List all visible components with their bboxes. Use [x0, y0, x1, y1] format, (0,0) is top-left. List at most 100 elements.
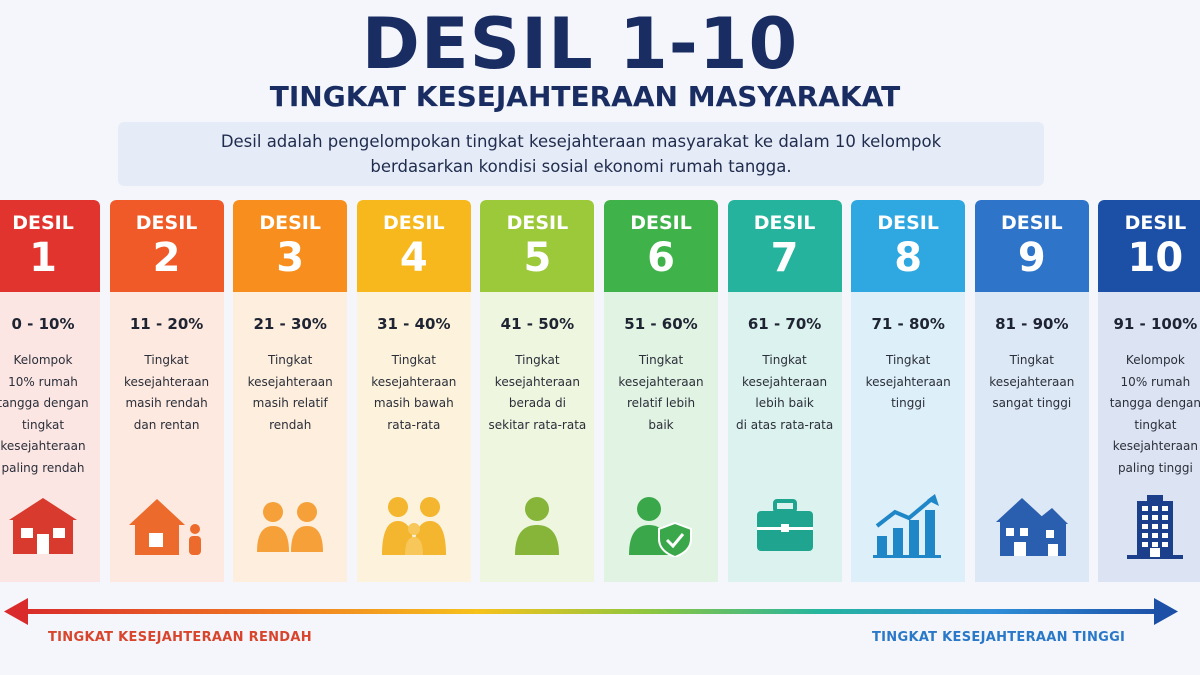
family-icon [357, 490, 471, 562]
decile-header: DESIL 10 [1098, 200, 1200, 292]
decile-description-line: kesejahteraan [247, 374, 333, 389]
decile-number: 3 [276, 235, 305, 281]
decile-range: 51 - 60% [624, 315, 698, 333]
decile-description-line: Tingkat [515, 353, 560, 367]
decile-description-line: tangga dengan [1109, 396, 1200, 410]
decile-description-line: tangga dengan [0, 396, 89, 410]
decile-number: 9 [1017, 235, 1046, 281]
scale-line [22, 609, 1162, 614]
decile-header: DESIL 3 [233, 200, 348, 292]
decile-card-5: DESIL 5 41 - 50% Tingkat kesejahteraan berada… [480, 200, 595, 582]
two-people-icon [233, 490, 347, 562]
decile-range: 11 - 20% [129, 315, 204, 333]
decile-description-line: sekitar rata-rata [488, 417, 587, 432]
decile-description-line: kesejahteraan [865, 374, 951, 389]
decile-description-line: tinggi [891, 396, 926, 410]
decile-description-line: rata-rata [387, 417, 441, 432]
decile-label: DESIL [259, 212, 321, 234]
decile-description-line: masih rendah [125, 396, 208, 410]
decile-range: 31 - 40% [377, 315, 451, 333]
decile-description-line: sangat tinggi [992, 396, 1072, 410]
decile-number: 10 [1127, 235, 1184, 281]
decile-label: DESIL [12, 212, 74, 234]
decile-header: DESIL 4 [356, 200, 471, 292]
decile-header: DESIL 1 [0, 200, 100, 292]
decile-description-line: 10% rumah [8, 374, 78, 389]
decile-description-line: rendah [269, 417, 312, 432]
decile-description-line: tingkat [1134, 417, 1177, 432]
page-subtitle: TINGKAT KESEJAHTERAAN MASYARAKAT [269, 80, 901, 113]
building-icon [1098, 490, 1200, 562]
decile-description-line: lebih baik [755, 396, 814, 410]
decile-description-line: tingkat [21, 417, 65, 432]
decile-description-line: kesejahteraan [0, 439, 86, 453]
arrow-left-head [4, 598, 28, 625]
decile-description-line: paling rendah [1, 460, 85, 475]
decile-number: 2 [152, 235, 181, 281]
decile-description-line: berada di [508, 396, 566, 410]
page-title: DESIL 1-10 [361, 3, 799, 85]
description-line-2: berdasarkan kondisi sosial ekonomi rumah… [370, 157, 792, 176]
decile-range: 81 - 90% [995, 315, 1069, 333]
briefcase-icon [728, 490, 842, 562]
decile-card-10: DESIL 10 91 - 100% Kelompok 10% rumah tangga … [1098, 200, 1200, 582]
decile-description-line: Tingkat [886, 353, 931, 367]
decile-description-line: Tingkat [268, 353, 313, 367]
description-line-1: Desil adalah pengelompokan tingkat kesej… [220, 132, 942, 151]
decile-range: 71 - 80% [871, 315, 945, 333]
decile-number: 4 [399, 235, 428, 281]
house-person-icon [110, 490, 224, 562]
decile-description: Tingkat kesejahteraan lebih baik di atas ra… [728, 334, 842, 436]
decile-description: Tingkat kesejahteraan masih rendah dan rent… [110, 334, 224, 436]
growth-chart-icon [851, 490, 965, 562]
decile-description-line: di atas rata-rata [735, 417, 834, 432]
decile-header: DESIL 6 [604, 200, 718, 292]
decile-label: DESIL [135, 212, 198, 234]
decile-description-line: Tingkat [638, 353, 684, 367]
decile-description-line: Tingkat [391, 353, 436, 367]
decile-range: 41 - 50% [500, 315, 575, 333]
decile-label: DESIL [753, 212, 816, 234]
decile-description: Tingkat kesejahteraan tinggi [851, 334, 965, 415]
decile-label: DESIL [1000, 212, 1063, 234]
decile-number: 1 [29, 235, 57, 281]
decile-description: Kelompok 10% rumah tangga dengan tingkat kes… [1098, 334, 1200, 479]
decile-description-line: paling tinggi [1117, 460, 1193, 475]
decile-number: 8 [894, 235, 923, 281]
decile-card-7: DESIL 7 61 - 70% Tingkat kesejahteraan lebih … [727, 200, 842, 582]
decile-label: DESIL [877, 212, 939, 234]
decile-description: Kelompok 10% rumah tangga dengan tingkat kes… [0, 334, 100, 479]
decile-description-line: Kelompok [13, 353, 73, 367]
decile-card-4: DESIL 4 31 - 40% Tingkat kesejahteraan masih … [356, 200, 471, 582]
decile-header: DESIL 5 [480, 200, 595, 292]
house-icon [0, 490, 100, 562]
welfare-scale-arrow [4, 598, 1178, 625]
decile-description-line: baik [648, 417, 674, 432]
decile-description-line: kesejahteraan [618, 374, 704, 389]
decile-description-line: 10% rumah [1120, 374, 1191, 389]
decile-description-line: kesejahteraan [371, 374, 457, 389]
decile-description-line: dan rentan [133, 417, 200, 432]
low-welfare-label: TINGKAT KESEJAHTERAAN RENDAH [48, 630, 312, 645]
decile-number: 7 [770, 235, 799, 281]
high-welfare-label: TINGKAT KESEJAHTERAAN TINGGI [872, 630, 1126, 645]
decile-label: DESIL [506, 212, 569, 234]
decile-description-line: Tingkat [144, 353, 189, 367]
decile-label: DESIL [630, 212, 692, 234]
decile-description-line: kesejahteraan [124, 374, 210, 389]
decile-card-8: DESIL 8 71 - 80% Tingkat kesejahteraan tinggi [851, 200, 966, 582]
decile-description: Tingkat kesejahteraan masih bawah rata-rata [357, 334, 471, 436]
decile-label: DESIL [382, 212, 445, 234]
decile-description-line: Tingkat [762, 353, 807, 367]
person-shield-icon [604, 490, 718, 562]
decile-description-line: kesejahteraan [1112, 439, 1198, 453]
decile-description-line: Kelompok [1125, 353, 1185, 367]
description-box: Desil adalah pengelompokan tingkat kesej… [118, 122, 1044, 186]
decile-range: 91 - 100% [1113, 315, 1198, 333]
decile-range: 21 - 30% [253, 315, 327, 333]
decile-header: DESIL 9 [974, 200, 1089, 292]
decile-range: 61 - 70% [747, 315, 822, 333]
decile-card-2: DESIL 2 11 - 20% Tingkat kesejahteraan masih … [109, 200, 224, 582]
arrow-right-head [1154, 598, 1178, 625]
decile-header: DESIL 7 [727, 200, 842, 292]
